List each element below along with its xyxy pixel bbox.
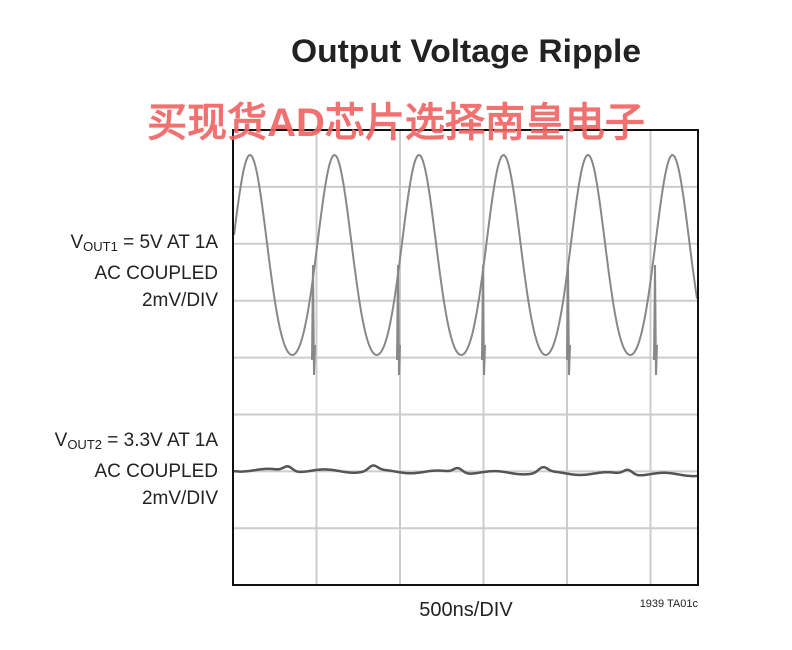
scale: 2mV/DIV (141, 290, 218, 311)
spike (653, 264, 658, 376)
label-line: VOUT2 = 3.3V AT 1A (55, 427, 218, 458)
scale: 2mV/DIV (141, 488, 218, 509)
grid (233, 130, 698, 585)
spike (311, 264, 316, 376)
coupling: AC COUPLED (94, 461, 218, 482)
plot-frame (232, 129, 699, 586)
x-scale: 500ns/DIV (419, 599, 513, 621)
label-rest: = 3.3V AT 1A (101, 430, 218, 451)
spike (396, 264, 401, 376)
title: Output Voltage Ripple (291, 33, 641, 69)
spike (481, 264, 486, 376)
watermark: 买现货AD芯片选择南皇电子 (147, 101, 645, 145)
symbol: V (54, 430, 68, 451)
trace-1 (233, 153, 698, 357)
coupling: AC COUPLED (94, 263, 218, 284)
subscript: OUT1 (83, 239, 118, 254)
trace-2 (233, 464, 697, 478)
figure-code: 1939 TA01c (640, 598, 699, 610)
symbol: V (70, 232, 84, 253)
label-rest: = 5V AT 1A (117, 232, 218, 253)
trace-2-label: VOUT2 = 3.3V AT 1A AC COUPLED 2mV/DIV (55, 427, 218, 512)
subscript: OUT2 (67, 437, 102, 452)
trace-1-label: VOUT1 = 5V AT 1A AC COUPLED 2mV/DIV (70, 229, 218, 314)
label-line: VOUT1 = 5V AT 1A (70, 229, 218, 260)
spike (566, 264, 571, 376)
